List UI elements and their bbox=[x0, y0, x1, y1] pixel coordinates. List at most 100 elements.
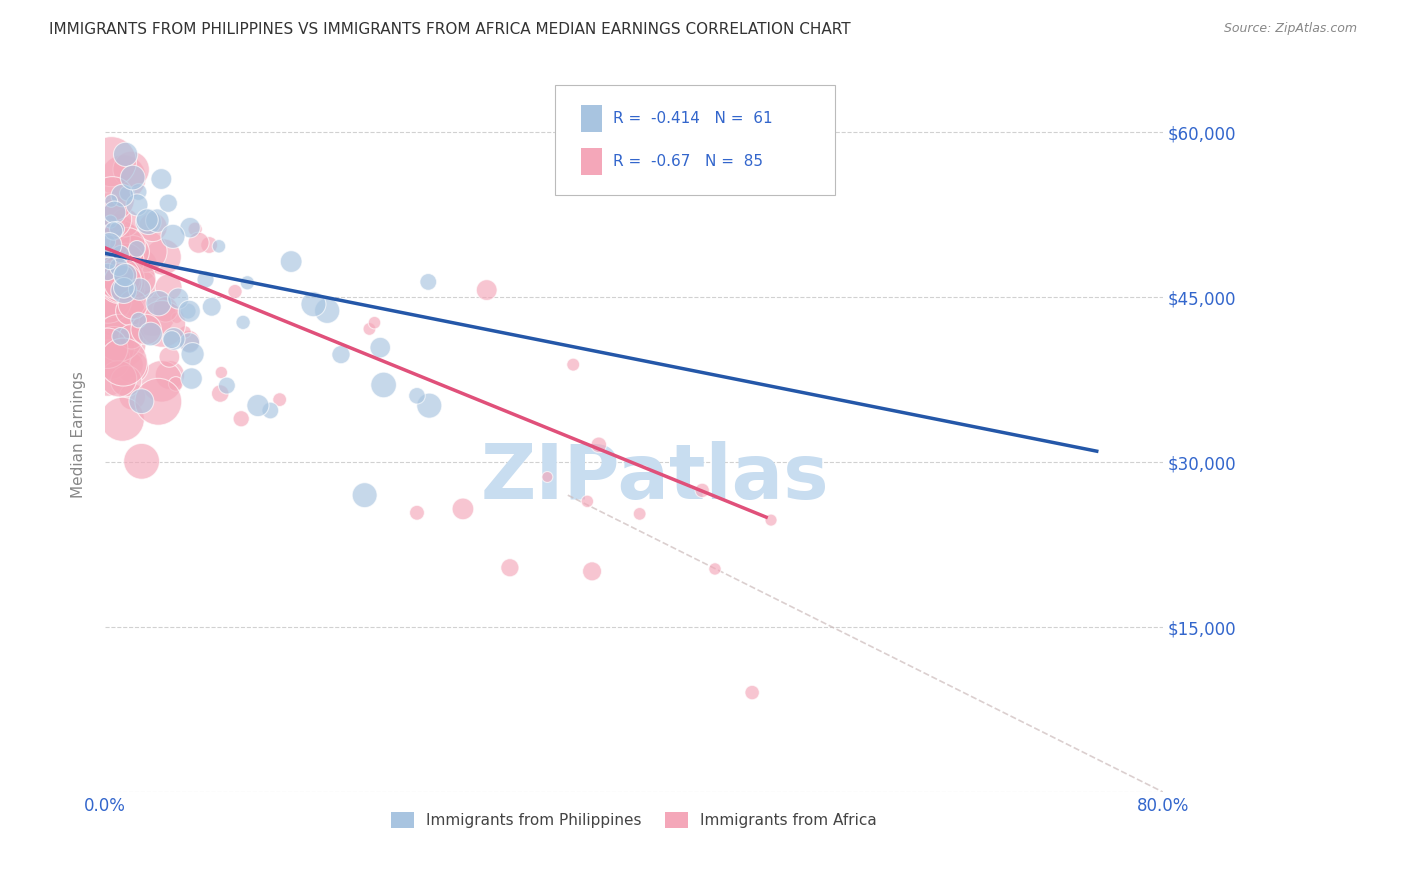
Point bbox=[120, 358, 142, 372]
Point bbox=[359, 322, 381, 336]
Point bbox=[330, 348, 353, 362]
Point bbox=[112, 170, 135, 185]
Point bbox=[108, 276, 131, 290]
Point bbox=[97, 293, 120, 307]
Point bbox=[588, 438, 610, 452]
Point bbox=[581, 565, 603, 579]
Point bbox=[135, 244, 157, 259]
Point bbox=[128, 185, 150, 199]
Bar bbox=[581, 105, 602, 132]
Point bbox=[111, 275, 134, 289]
Point bbox=[155, 302, 177, 317]
Point bbox=[122, 297, 145, 311]
Text: Source: ZipAtlas.com: Source: ZipAtlas.com bbox=[1223, 22, 1357, 36]
Point bbox=[135, 322, 157, 336]
Point bbox=[97, 288, 120, 302]
Point bbox=[103, 341, 125, 355]
Point bbox=[100, 214, 122, 228]
Point bbox=[148, 394, 170, 409]
Point bbox=[201, 300, 224, 314]
Point bbox=[759, 513, 782, 527]
Point bbox=[112, 268, 135, 283]
Point bbox=[121, 359, 143, 374]
Point bbox=[97, 265, 120, 279]
Point bbox=[576, 494, 599, 508]
Point bbox=[110, 337, 132, 351]
Point bbox=[138, 215, 160, 229]
Point bbox=[100, 154, 122, 169]
Point bbox=[127, 272, 149, 286]
Point bbox=[142, 306, 165, 320]
Point bbox=[150, 374, 173, 388]
Point bbox=[103, 205, 125, 219]
Point bbox=[98, 256, 121, 270]
Point bbox=[499, 560, 522, 574]
Point bbox=[418, 275, 440, 289]
Point bbox=[136, 212, 159, 227]
Point bbox=[131, 454, 153, 468]
Point bbox=[231, 411, 253, 425]
Point bbox=[142, 220, 165, 235]
Point bbox=[187, 235, 209, 250]
Point bbox=[101, 192, 124, 206]
Point bbox=[198, 238, 221, 252]
Y-axis label: Median Earnings: Median Earnings bbox=[72, 371, 86, 498]
Point bbox=[194, 272, 217, 286]
Point bbox=[690, 483, 713, 498]
Point bbox=[128, 282, 150, 296]
Point bbox=[741, 685, 763, 699]
Point bbox=[157, 350, 180, 364]
Point bbox=[131, 278, 153, 293]
Point bbox=[110, 329, 132, 343]
Point bbox=[224, 285, 246, 299]
Point bbox=[160, 333, 183, 347]
Point bbox=[209, 386, 232, 401]
Point bbox=[97, 205, 120, 219]
Point bbox=[98, 287, 121, 301]
Point bbox=[110, 235, 132, 250]
Point bbox=[97, 367, 120, 381]
Point bbox=[117, 238, 139, 252]
Point bbox=[179, 335, 201, 350]
Point bbox=[177, 334, 200, 349]
Point bbox=[98, 352, 121, 367]
Point bbox=[628, 507, 651, 521]
Legend: Immigrants from Philippines, Immigrants from Africa: Immigrants from Philippines, Immigrants … bbox=[385, 806, 883, 834]
Point bbox=[107, 270, 129, 285]
Point bbox=[167, 292, 190, 306]
Point bbox=[111, 273, 134, 287]
Point bbox=[120, 162, 142, 177]
Point bbox=[269, 392, 291, 407]
Point bbox=[114, 216, 136, 230]
Point bbox=[353, 488, 375, 502]
Text: R =  -0.67   N =  85: R = -0.67 N = 85 bbox=[613, 153, 763, 169]
Text: R =  -0.414   N =  61: R = -0.414 N = 61 bbox=[613, 112, 772, 127]
Point bbox=[166, 310, 188, 325]
Point bbox=[97, 232, 120, 246]
Point bbox=[100, 212, 122, 227]
Point bbox=[111, 412, 134, 426]
Point bbox=[302, 297, 325, 311]
Point bbox=[120, 329, 142, 343]
Point bbox=[406, 389, 429, 403]
Point bbox=[129, 258, 152, 272]
Point bbox=[115, 254, 138, 268]
Point bbox=[108, 331, 131, 345]
Point bbox=[215, 378, 238, 392]
Point bbox=[115, 186, 138, 201]
Point bbox=[704, 562, 727, 576]
Point bbox=[128, 313, 150, 327]
Point bbox=[121, 390, 143, 404]
Point bbox=[112, 284, 135, 298]
Point bbox=[125, 198, 148, 212]
Point bbox=[125, 242, 148, 256]
Point bbox=[180, 371, 202, 385]
Point bbox=[562, 358, 585, 372]
Point bbox=[406, 506, 429, 520]
Bar bbox=[581, 147, 602, 175]
Point bbox=[259, 403, 281, 417]
Point bbox=[121, 245, 143, 260]
Point bbox=[103, 311, 125, 326]
Point bbox=[131, 394, 153, 409]
Point bbox=[139, 326, 162, 341]
